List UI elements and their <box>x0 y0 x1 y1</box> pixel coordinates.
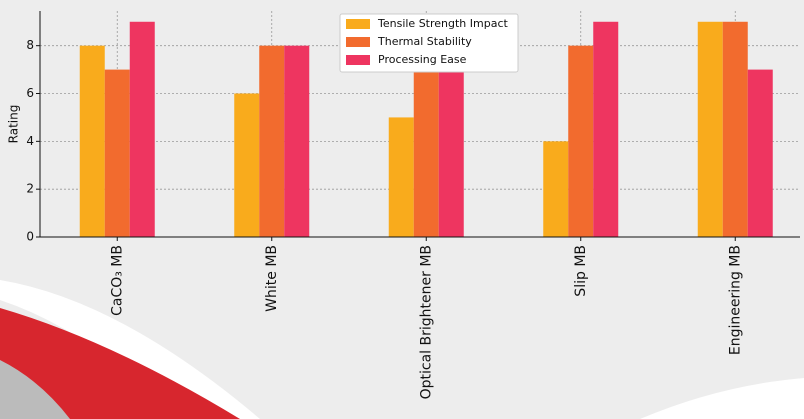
bar <box>697 21 723 238</box>
x-tick-label: CaCO₃ MB <box>109 245 125 316</box>
decor-swoosh <box>0 308 240 419</box>
legend: Tensile Strength Impact Thermal Stability… <box>339 13 519 73</box>
bar <box>284 45 310 238</box>
bar <box>722 21 748 238</box>
y-tick-label: 8 <box>26 38 34 52</box>
bar <box>568 45 594 238</box>
legend-box <box>339 13 519 73</box>
legend-label: Tensile Strength Impact <box>377 17 509 30</box>
bar <box>747 69 773 237</box>
bar <box>259 45 285 238</box>
bar <box>104 69 130 237</box>
bar <box>234 93 260 237</box>
x-tick-label: Optical Brightener MB <box>418 245 434 399</box>
legend-swatch <box>346 37 370 47</box>
bar <box>543 141 569 237</box>
legend-swatch <box>346 19 370 29</box>
y-tick-label: 2 <box>26 182 34 196</box>
decor-swoosh <box>0 280 260 419</box>
x-tick-label: Engineering MB <box>727 245 743 355</box>
x-tick-label: Slip MB <box>573 245 589 297</box>
legend-label: Processing Ease <box>378 53 467 66</box>
x-tick-label: White MB <box>264 245 280 312</box>
bar <box>438 45 464 238</box>
bar <box>388 117 414 237</box>
decor-swoosh <box>640 378 804 419</box>
bar <box>129 21 155 238</box>
bar <box>79 45 105 238</box>
bar <box>593 21 619 238</box>
plot-area: 0 2 4 6 8 CaCO₃ MB White MB Optical Brightener … <box>26 11 800 399</box>
legend-swatch <box>346 55 370 65</box>
decor-swoosh <box>0 360 70 419</box>
legend-label: Thermal Stability <box>377 35 472 48</box>
y-tick-label: 6 <box>26 86 34 100</box>
y-tick-label: 4 <box>26 134 34 148</box>
y-tick-label: 0 <box>26 230 34 244</box>
y-axis-label: Rating <box>7 105 21 144</box>
